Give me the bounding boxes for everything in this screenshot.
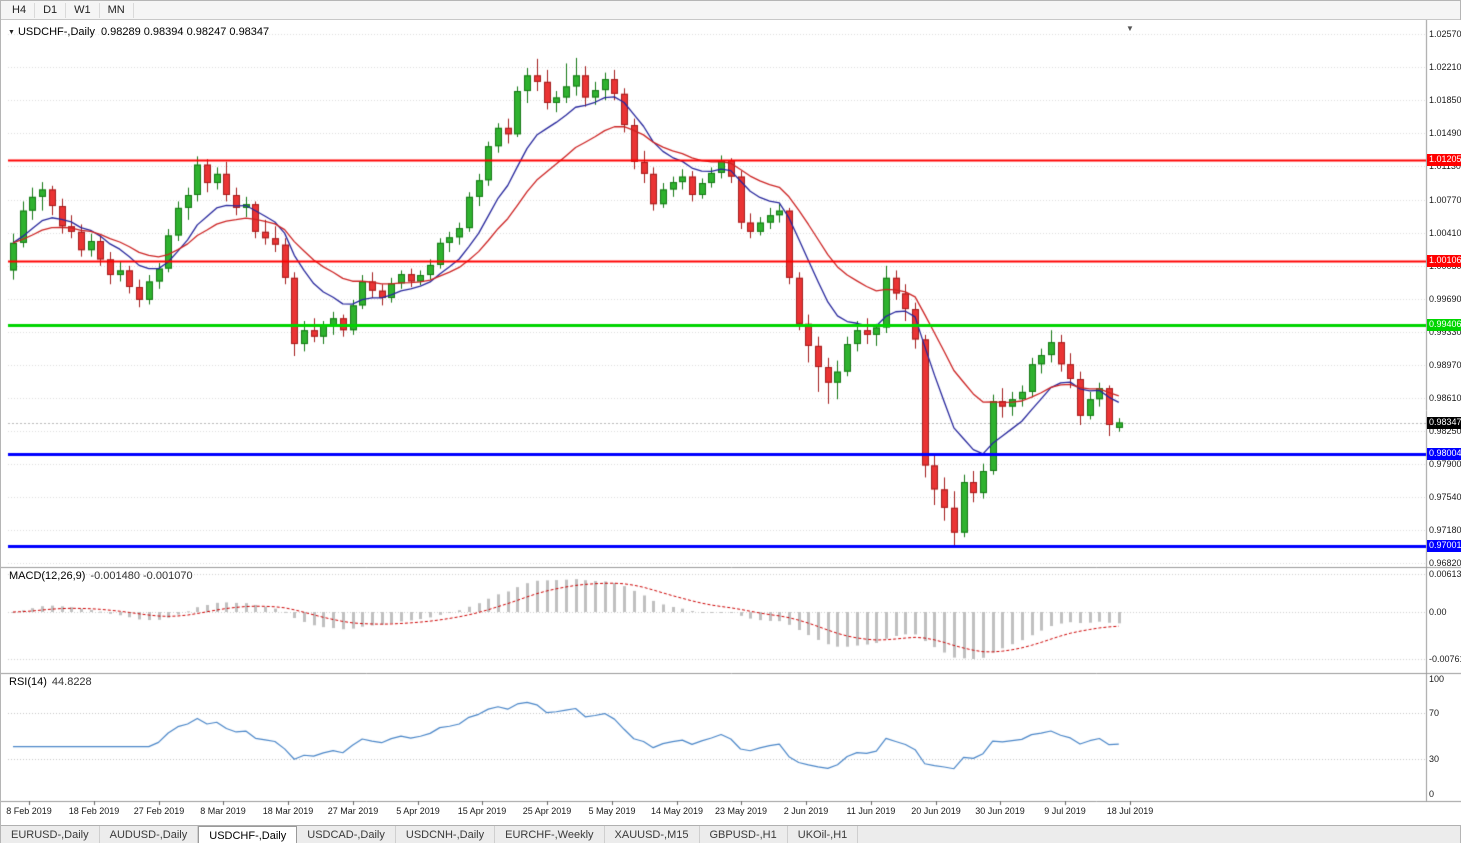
date-axis-label: 15 Apr 2019 — [457, 806, 507, 816]
date-axis-label: 14 May 2019 — [650, 806, 704, 816]
chart-tab-usdcnh[interactable]: USDCNH-,Daily — [395, 826, 496, 843]
chart-shift-icon[interactable]: ▼ — [1126, 24, 1134, 33]
chart-tab-eurchf[interactable]: EURCHF-,Weekly — [495, 826, 605, 843]
chart-tab-bar: EURUSD-,Daily AUDUSD-,Daily USDCHF-,Daily U… — [1, 825, 1460, 843]
rsi-label: RSI(14) 44.8228 — [9, 676, 92, 688]
macd-scale-label: 0.00613 — [1429, 569, 1461, 580]
price-tick-label: 0.96820 — [1429, 558, 1461, 568]
price-tick-label: 1.02210 — [1429, 62, 1461, 73]
chart-title: ▼ USDCHF-,Daily 0.98289 0.98394 0.98247 0.… — [8, 26, 269, 38]
price-level-tag: 1.00106 — [1427, 254, 1461, 267]
chart-area: ▼ USDCHF-,Daily 0.98289 0.98394 0.98247 0.… — [1, 20, 1461, 825]
chart-symbol-period: USDCHF-,Daily — [17, 26, 95, 38]
chart-tab-audusd[interactable]: AUDUSD-,Daily — [99, 826, 199, 843]
price-tick-label: 0.97540 — [1429, 491, 1461, 502]
price-level-tag: 0.98004 — [1427, 448, 1461, 461]
rsi-scale-label: 100 — [1429, 673, 1445, 684]
date-axis-label: 2 Jun 2019 — [783, 806, 829, 816]
rsi-scale-label: 30 — [1429, 754, 1440, 764]
current-price-tag: 0.98347 — [1427, 416, 1461, 429]
timeframe-button-w1[interactable]: W1 — [66, 2, 100, 18]
date-axis-label: 8 Mar 2019 — [200, 806, 246, 816]
price-tick-label: 0.99690 — [1429, 293, 1461, 304]
date-axis-label: 27 Feb 2019 — [133, 806, 185, 816]
date-axis-label: 20 Jun 2019 — [911, 806, 961, 816]
price-tick-label: 0.97180 — [1429, 524, 1461, 535]
price-tick-label: 0.99330 — [1429, 327, 1461, 338]
date-axis-label: 18 Mar 2019 — [262, 806, 314, 816]
macd-scale-label: -0.00761 — [1429, 654, 1461, 665]
price-tick-label: 1.01850 — [1429, 95, 1461, 106]
rsi-name: RSI(14) — [9, 676, 47, 688]
chart-tab-usdchf[interactable]: USDCHF-,Daily — [198, 826, 298, 843]
timeframe-button-mn[interactable]: MN — [100, 2, 134, 18]
chart-tab-usdcad[interactable]: USDCAD-,Daily — [297, 826, 396, 843]
chart-tab-ukoil[interactable]: UKOil-,H1 — [787, 826, 859, 843]
chart-tab-xauusd[interactable]: XAUUSD-,M15 — [604, 826, 700, 843]
price-tick-label: 1.01490 — [1429, 128, 1461, 139]
price-level-tag: 0.97001 — [1427, 540, 1461, 553]
date-axis-label: 11 Jun 2019 — [846, 806, 896, 816]
price-tick-label: 1.00770 — [1429, 194, 1461, 205]
date-axis-label: 5 Apr 2019 — [396, 806, 440, 816]
rsi-scale-label: 0 — [1429, 788, 1435, 799]
price-level-tag: 0.99406 — [1427, 319, 1461, 332]
timeframe-button-h4[interactable]: H4 — [4, 2, 36, 18]
date-axis-label: 18 Feb 2019 — [68, 806, 120, 816]
price-tick-label: 0.98610 — [1429, 393, 1461, 404]
timeframe-button-d1[interactable]: D1 — [35, 2, 67, 18]
price-chart-canvas[interactable] — [1, 20, 1461, 825]
timeframe-toolbar: H4 D1 W1 MN — [1, 1, 1460, 20]
date-axis-label: 5 May 2019 — [588, 806, 636, 816]
date-axis-label: 18 Jul 2019 — [1106, 806, 1154, 816]
symbol-menu-icon: ▼ — [8, 29, 15, 36]
macd-scale-label: 0.00 — [1429, 607, 1447, 617]
macd-label: MACD(12,26,9) -0.001480 -0.001070 — [9, 570, 193, 582]
macd-name: MACD(12,26,9) — [9, 570, 86, 582]
date-axis-label: 23 May 2019 — [714, 806, 768, 816]
chart-tab-eurusd[interactable]: EURUSD-,Daily — [1, 826, 100, 843]
date-axis-label: 27 Mar 2019 — [327, 806, 379, 816]
price-level-tag: 1.01205 — [1427, 153, 1461, 166]
date-axis-label: 9 Jul 2019 — [1044, 806, 1086, 816]
price-tick-label: 0.97900 — [1429, 458, 1461, 469]
date-axis-label: 30 Jun 2019 — [975, 806, 1025, 816]
price-tick-label: 1.01130 — [1429, 161, 1461, 172]
date-axis-label: 8 Feb 2019 — [6, 806, 52, 816]
chart-tab-gbpusd[interactable]: GBPUSD-,H1 — [699, 826, 788, 843]
macd-values: -0.001480 -0.001070 — [90, 570, 193, 582]
price-tick-label: 0.98250 — [1429, 426, 1461, 437]
rsi-scale-label: 70 — [1429, 708, 1440, 718]
price-tick-label: 0.98970 — [1429, 360, 1461, 371]
date-axis-label: 25 Apr 2019 — [522, 806, 572, 816]
chart-ohlc-values: 0.98289 0.98394 0.98247 0.98347 — [100, 26, 270, 38]
price-tick-label: 1.00410 — [1429, 227, 1461, 238]
rsi-value: 44.8228 — [51, 676, 92, 688]
price-tick-label: 1.02570 — [1429, 29, 1461, 39]
